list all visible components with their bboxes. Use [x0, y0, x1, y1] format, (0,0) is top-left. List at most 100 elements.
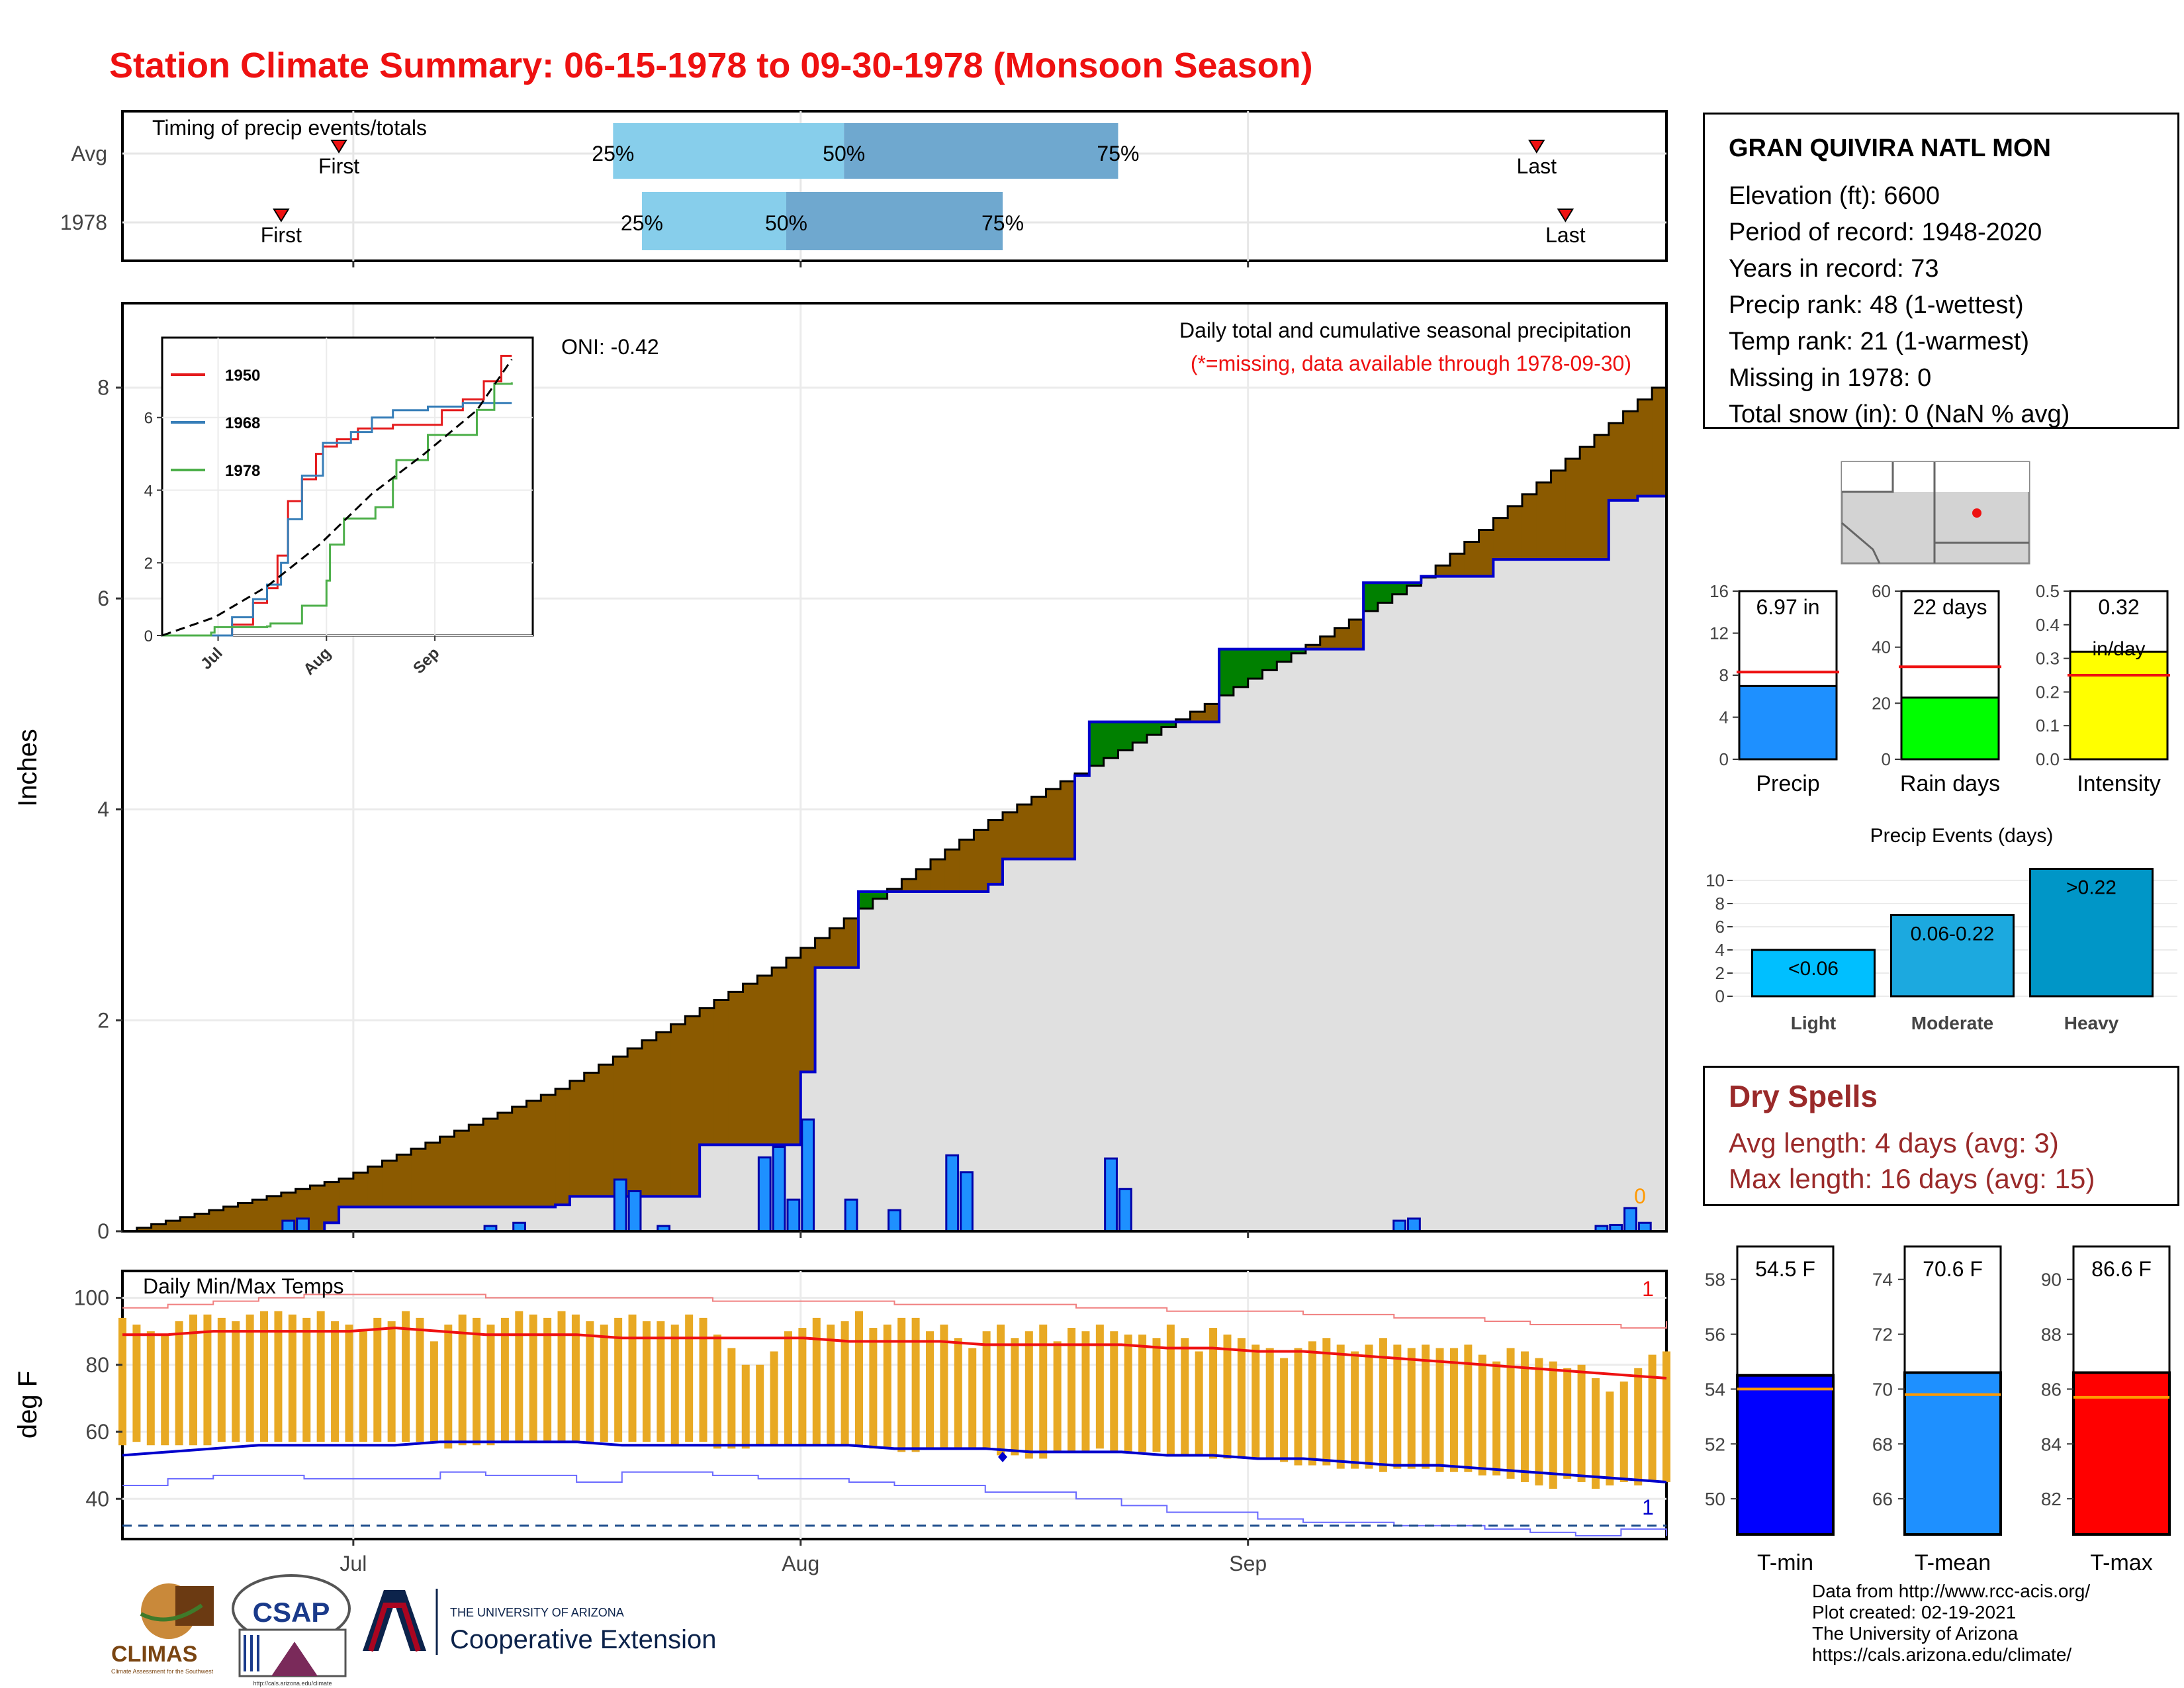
temperature-range-bar — [1549, 1361, 1557, 1489]
deficit-area — [757, 975, 772, 1145]
summary-bar-value — [2069, 650, 2169, 761]
summary-bar-title: Precip — [1756, 771, 1819, 796]
deficit-area — [1349, 619, 1364, 649]
temperature-range-bar — [1535, 1358, 1543, 1485]
timing-bar-q25-q50 — [613, 123, 844, 179]
precip-y-tick-label: 4 — [97, 798, 109, 821]
climas-subtext: Climate Assessment for the Southwest — [111, 1668, 214, 1675]
temperature-range-bar — [911, 1317, 920, 1452]
footer-url: https://cals.arizona.edu/climate/ — [1812, 1644, 2072, 1665]
temperature-range-bar — [1053, 1341, 1062, 1452]
timing-first-marker — [273, 209, 290, 222]
summary-bar-y-tick-label: 0.0 — [2036, 749, 2060, 769]
precip-events-chart: Precip Events (days) 0 2 4 6 8 10 <0.06 Light 0.0… — [1706, 825, 2177, 1033]
temperature-range-bar — [345, 1325, 353, 1442]
surplus-area — [1103, 722, 1118, 759]
inset-average-line — [161, 359, 513, 637]
summary-bar-label: 22 days — [1913, 595, 1987, 619]
inset-series-1968 — [162, 402, 512, 637]
csap-text: CSAP — [253, 1597, 330, 1628]
timing-row-avg: Avg — [71, 142, 107, 165]
deficit-area — [1334, 628, 1349, 649]
deficit-area — [1551, 470, 1566, 560]
temp-bar-label: 54.5 F — [1755, 1257, 1815, 1281]
deficit-area — [267, 1196, 282, 1231]
temp-bar-title: T-max — [2090, 1550, 2152, 1575]
temperature-range-bar — [571, 1314, 580, 1442]
temperature-range-bar — [827, 1325, 835, 1446]
temperature-range-bar — [1563, 1368, 1572, 1479]
temperature-range-bar — [175, 1321, 183, 1446]
climas-logo — [140, 1583, 214, 1639]
summary-bar-y-tick-label: 0.2 — [2036, 682, 2060, 702]
footer-plot-created: Plot created: 02-19-2021 — [1812, 1602, 2017, 1622]
climas-block — [175, 1586, 214, 1626]
temperature-range-bar — [1336, 1344, 1345, 1469]
footer-data-source: Data from http://www.rcc-acis.org/ — [1812, 1581, 2091, 1601]
temperature-range-bar — [260, 1311, 269, 1442]
temperature-range-bar — [883, 1325, 891, 1449]
temperature-y-tick-label: 80 — [85, 1353, 109, 1377]
temperature-range-bar — [217, 1317, 226, 1442]
temperature-range-bar — [854, 1311, 863, 1446]
deficit-area — [512, 1107, 527, 1207]
station-temp-rank: Temp rank: 21 (1-warmest) — [1729, 328, 2030, 355]
summary-bars: 6.97 in 0 4 8 12 16 Precip 22 days 0 20 40 60 Rain d… — [1709, 581, 2170, 796]
temperature-range-bar — [657, 1321, 665, 1442]
temperature-range-bar — [756, 1364, 764, 1446]
events-y-tick-label: 2 — [1715, 963, 1725, 983]
deficit-area — [1205, 704, 1220, 722]
deficit-area — [238, 1203, 253, 1231]
deficit-area — [136, 1227, 152, 1231]
deficit-area — [670, 1024, 686, 1197]
temperature-range-bar — [1024, 1331, 1033, 1459]
deficit-area — [1046, 788, 1061, 859]
missing-count: 0 — [1634, 1184, 1646, 1208]
deficit-area — [656, 1032, 672, 1197]
temperature-range-bar — [1506, 1348, 1515, 1479]
deficit-area — [1536, 482, 1552, 560]
temperature-y-ticks: 40 60 80 100 — [74, 1286, 122, 1511]
deficit-area — [195, 1213, 210, 1231]
surplus-area — [1406, 583, 1422, 586]
temperature-range-bar — [1365, 1344, 1373, 1469]
map-border-mx — [1841, 522, 1881, 564]
deficit-area — [1320, 636, 1336, 649]
deficit-area — [800, 947, 816, 1072]
temp-bar-y-tick-label: 50 — [1705, 1489, 1725, 1509]
temperature-range-bar — [500, 1317, 509, 1442]
precip-subtitle: Daily total and cumulative seasonal prec… — [1179, 318, 1631, 342]
timing-q75-label: 75% — [1097, 142, 1139, 165]
inset-y-tick-label: 2 — [144, 555, 153, 573]
temperature-range-bar — [246, 1314, 254, 1442]
temperature-range-bar — [954, 1338, 962, 1449]
timing-q50-label: 50% — [823, 142, 865, 165]
temp-bar-y-tick-label: 66 — [1872, 1489, 1893, 1509]
temperature-range-bar — [515, 1311, 523, 1442]
deficit-area — [844, 918, 859, 968]
temperature-range-bar — [1478, 1354, 1486, 1476]
station-info-box: GRAN QUIVIRA NATL MON Elevation (ft): 66… — [1703, 113, 2179, 429]
station-name: GRAN QUIVIRA NATL MON — [1729, 134, 2051, 162]
deficit-area — [569, 1080, 585, 1197]
temperature-range-bar — [274, 1311, 283, 1442]
events-y-tick-label: 6 — [1715, 917, 1725, 937]
deficit-area — [1305, 645, 1321, 649]
dry-spells-box: Dry Spells Avg length: 4 days (avg: 3) M… — [1703, 1066, 2179, 1206]
record-low-marker — [998, 1451, 1008, 1462]
record-min-count: 1 — [1642, 1495, 1654, 1519]
deficit-area — [1580, 447, 1595, 560]
precip-y-tick-label: 8 — [97, 375, 109, 399]
temperature-range-bar — [1393, 1344, 1402, 1469]
daily-precip-bar — [1392, 1219, 1407, 1233]
summary-bar-y-tick-label: 0 — [1719, 749, 1729, 769]
precip-areas — [122, 386, 1667, 1233]
temp-bar-value — [1736, 1374, 1835, 1536]
average-min-line — [122, 1440, 1667, 1483]
temperature-range-bar — [1068, 1328, 1076, 1452]
page-title: Station Climate Summary: 06-15-1978 to 0… — [109, 46, 1313, 85]
timing-bar-q25-q50 — [641, 192, 786, 250]
surplus-area — [1277, 649, 1292, 662]
timing-last-label: Last — [1517, 154, 1557, 178]
